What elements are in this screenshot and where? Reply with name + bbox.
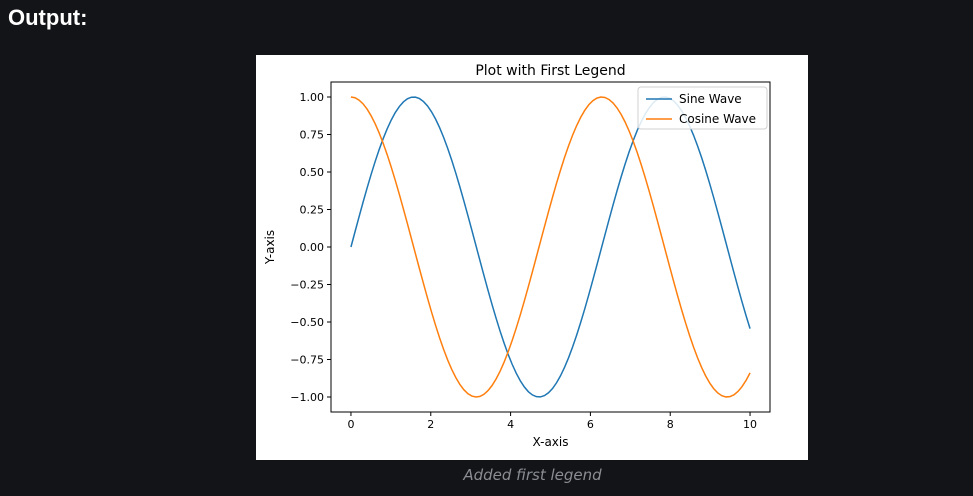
series-line-2: [350, 96, 751, 398]
y-tick-label: 0.50: [300, 166, 325, 179]
y-axis: 1.00 0.75 0.50 0.25 0.00 −0.25 −0.50 −0.75 −1.00: [290, 91, 331, 404]
x-axis-title: X-axis: [533, 435, 569, 449]
y-tick-label: −1.00: [290, 391, 324, 404]
y-tick-label: −0.25: [290, 279, 324, 292]
x-tick-label: 6: [587, 418, 594, 431]
y-tick-label: 0.75: [300, 129, 325, 142]
x-tick-label: 2: [427, 418, 434, 431]
axes-frame: [330, 81, 771, 413]
legend-label: Cosine Wave: [679, 112, 756, 126]
x-tick-label: 4: [507, 418, 514, 431]
legend-label: Sine Wave: [679, 92, 742, 106]
figure-caption: Added first legend: [463, 466, 602, 484]
y-tick-label: −0.50: [290, 316, 324, 329]
y-tick-label: 1.00: [300, 91, 325, 104]
y-tick-label: −0.75: [290, 354, 324, 367]
x-tick-label: 0: [347, 418, 354, 431]
plot-area: [350, 96, 751, 398]
figure-panel: 0 2 4 6 8 10 1.00 0.75 0.50 0.25 0.00 −0.25 −0.50 −0…: [256, 55, 808, 460]
y-tick-label: 0.00: [300, 241, 325, 254]
x-axis: 0 2 4 6 8 10: [347, 412, 757, 431]
chart-title: Plot with First Legend: [475, 63, 625, 79]
legend: Sine Wave Cosine Wave: [637, 86, 768, 130]
page-heading: Output:: [8, 5, 88, 30]
x-tick-label: 8: [667, 418, 674, 431]
y-axis-title: Y-axis: [263, 230, 277, 265]
series-line-1: [350, 96, 751, 398]
x-tick-label: 10: [743, 418, 757, 431]
line-chart: 0 2 4 6 8 10 1.00 0.75 0.50 0.25 0.00 −0.25 −0.50 −0…: [263, 63, 771, 449]
y-tick-label: 0.25: [300, 204, 325, 217]
